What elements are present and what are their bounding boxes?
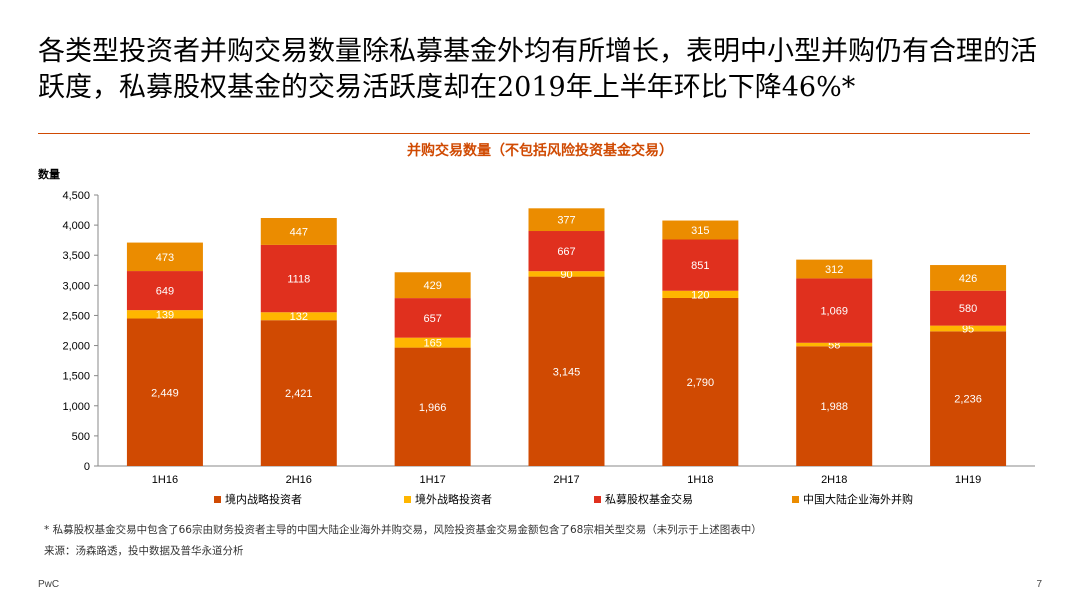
bar-segment (662, 239, 739, 291)
footnote: * 私募股权基金交易中包含了66宗由财务投资者主导的中国大陆企业海外并购交易，风… (44, 524, 762, 536)
data-label: 95 (962, 323, 974, 335)
brand-label: PwC (38, 579, 60, 590)
y-tick-label: 500 (72, 431, 90, 443)
x-tick-label: 2H17 (553, 474, 579, 486)
x-tick-label: 1H16 (152, 474, 178, 486)
legend-item: 中国大陆企业海外并购 (792, 492, 913, 506)
bar-segment (930, 325, 1007, 332)
x-tick-label: 1H19 (955, 474, 981, 486)
data-label: 377 (557, 215, 575, 227)
bar-segment (394, 298, 471, 338)
y-tick-label: 4,500 (62, 190, 90, 202)
y-axis-label: 数量 (38, 167, 60, 181)
data-label: 1,988 (820, 401, 848, 413)
data-label: 139 (156, 309, 174, 321)
legend-swatch (404, 496, 411, 503)
bar-segment (930, 331, 1007, 466)
data-label: 2,421 (285, 388, 313, 400)
legend-swatch (214, 496, 221, 503)
data-label: 580 (959, 303, 977, 315)
bar-segment (662, 297, 739, 466)
x-tick-label: 2H18 (821, 474, 847, 486)
data-label: 90 (560, 269, 572, 281)
bar-segment (126, 242, 203, 272)
legend-label: 中国大陆企业海外并购 (803, 492, 913, 506)
bar-segment (796, 342, 873, 347)
title-divider (38, 133, 1030, 134)
y-tick-label: 1,000 (62, 401, 90, 413)
legend-item: 境内战略投资者 (214, 492, 302, 506)
page-headline: 各类型投资者并购交易数量除私募基金外均有所增长，表明中小型并购仍有合理的活跃度，… (38, 36, 1037, 103)
data-label: 2,236 (954, 394, 982, 406)
bar-segment (528, 231, 605, 272)
data-label: 3,145 (553, 366, 581, 378)
y-tick-label: 3,500 (62, 250, 90, 262)
y-tick-label: 1,500 (62, 371, 90, 383)
data-label: 312 (825, 264, 843, 276)
bar-segment (528, 208, 605, 232)
data-label: 657 (423, 313, 441, 325)
data-label: 429 (423, 280, 441, 292)
bar-segment (796, 278, 873, 343)
bar-segment (126, 310, 203, 319)
data-label: 2,449 (151, 387, 179, 399)
data-label: 1,069 (820, 306, 848, 318)
y-tick-label: 3,000 (62, 280, 90, 292)
data-label: 649 (156, 286, 174, 298)
x-tick-label: 1H18 (687, 474, 713, 486)
chart-title: 并购交易数量（不包括风险投资基金交易） (407, 143, 673, 159)
data-label: 315 (691, 225, 709, 237)
data-label: 165 (423, 338, 441, 350)
legend-item: 私募股权基金交易 (594, 492, 693, 506)
legend-swatch (792, 496, 799, 503)
bar-segment (394, 347, 471, 466)
legend-label: 境外战略投资者 (415, 492, 492, 506)
data-label: 2,790 (687, 377, 715, 389)
y-tick-label: 2,000 (62, 341, 90, 353)
data-label: 851 (691, 260, 709, 272)
legend-item: 境外战略投资者 (404, 492, 492, 506)
bar-segment (260, 320, 337, 466)
bar-segment (662, 290, 739, 298)
bar-segment (394, 272, 471, 299)
bar-segment (260, 218, 337, 245)
bar-segment (126, 318, 203, 466)
legend-label: 境内战略投资者 (225, 492, 302, 506)
x-tick-label: 1H17 (419, 474, 445, 486)
data-label: 447 (290, 226, 308, 238)
x-tick-label: 2H16 (286, 474, 312, 486)
data-label: 667 (557, 246, 575, 258)
data-label: 1118 (287, 274, 310, 286)
bar-segment (662, 220, 739, 240)
y-tick-label: 0 (84, 461, 90, 473)
data-label: 426 (959, 273, 977, 285)
bar-segment (260, 312, 337, 321)
y-tick-label: 2,500 (62, 310, 90, 322)
bar-segment (930, 290, 1007, 326)
y-tick-label: 4,000 (62, 220, 90, 232)
bar-segment (796, 259, 873, 279)
bar-segment (930, 265, 1007, 291)
legend-label: 私募股权基金交易 (605, 492, 693, 506)
page-number: 7 (1036, 579, 1042, 590)
data-label: 132 (290, 311, 308, 323)
bar-segment (260, 244, 337, 313)
stacked-bar-chart: 数量 0 500 1,000 1,500 2,000 2,500 3,000 3,500 4,0… (38, 167, 1035, 506)
bar-segment (126, 271, 203, 311)
bar-segment (394, 337, 471, 348)
bar-segment (528, 276, 605, 466)
data-label: 1,966 (419, 402, 447, 414)
bar-segment (528, 271, 605, 277)
legend-swatch (594, 496, 601, 503)
source-note: 来源：汤森路透，投中数据及普华永道分析 (44, 545, 244, 557)
data-label: 120 (691, 289, 709, 301)
data-label: 473 (156, 252, 174, 264)
bar-segment (796, 346, 873, 466)
